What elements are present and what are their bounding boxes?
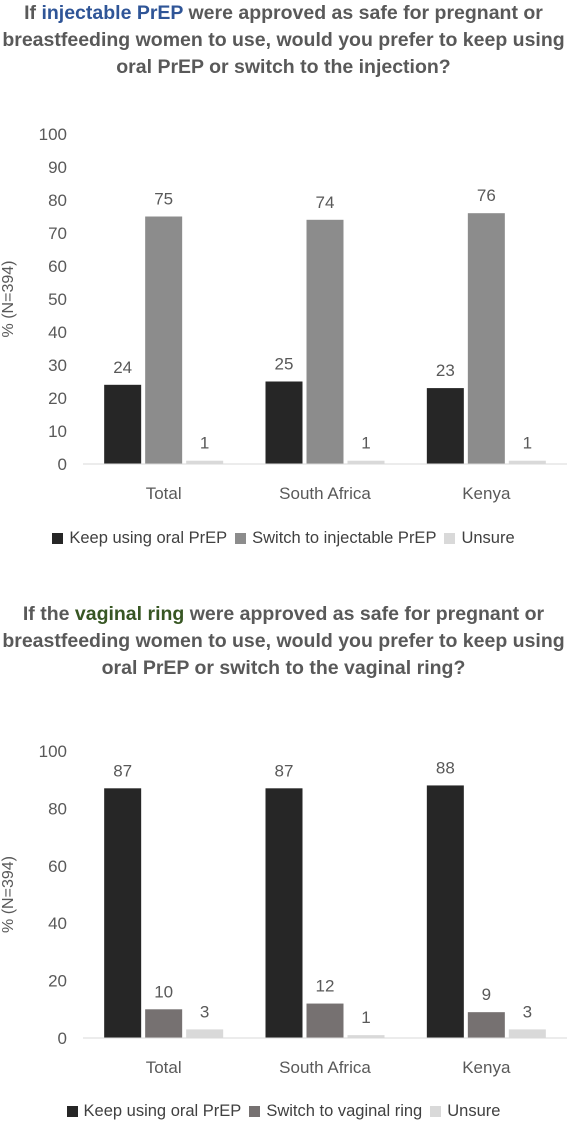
chart2-bar xyxy=(104,788,142,1038)
chart2-ytick-label: 40 xyxy=(48,914,67,933)
chart2-data-label: 9 xyxy=(482,985,491,1004)
chart1-ytick-label: 30 xyxy=(48,356,67,375)
chart2-data-label: 12 xyxy=(316,977,335,996)
chart2-legend-label-oral: Keep using oral PrEP xyxy=(83,1102,242,1120)
chart2-x-tick-label: Kenya xyxy=(462,1058,511,1077)
chart2-legend-label-ring: Switch to vaginal ring xyxy=(266,1102,423,1120)
chart2-data-label: 87 xyxy=(113,761,132,780)
chart2-bar xyxy=(186,1029,224,1038)
chart1-legend-label-unsure: Unsure xyxy=(461,529,515,547)
chart1-ytick-label: 80 xyxy=(48,191,67,210)
chart1-bar xyxy=(347,460,385,464)
chart1-legend-item-injectable: Switch to injectable PrEP xyxy=(235,529,436,548)
chart1-legend-label-oral: Keep using oral PrEP xyxy=(69,529,228,547)
chart2-title-highlight: vaginal ring xyxy=(74,603,185,625)
chart2-title-pre: If the xyxy=(22,603,75,625)
chart2-legend-item-oral: Keep using oral PrEP xyxy=(66,1102,242,1121)
chart1-y-axis-label: % (N=394) xyxy=(0,261,17,338)
chart2-bar xyxy=(306,1003,344,1038)
chart1-ytick-label: 70 xyxy=(48,224,67,243)
chart2-bar xyxy=(426,785,464,1038)
chart2-legend-swatch-ring xyxy=(249,1106,261,1117)
chart2-legend-item-ring: Switch to vaginal ring xyxy=(249,1102,422,1121)
chart1-ytick-label: 50 xyxy=(48,290,67,309)
chart2-bar xyxy=(145,1009,183,1038)
chart1-data-label: 24 xyxy=(113,358,132,377)
chart2-ytick-label: 0 xyxy=(58,1029,67,1048)
chart2-x-tick-label: South Africa xyxy=(279,1058,371,1077)
chart1-ytick-label: 100 xyxy=(39,125,67,144)
chart1-bar xyxy=(426,388,464,464)
chart2-bar xyxy=(347,1035,385,1038)
chart1-legend-item-oral: Keep using oral PrEP xyxy=(52,529,227,548)
chart1-title-pre: If xyxy=(24,2,42,24)
chart2-bar xyxy=(508,1029,546,1038)
chart1-data-label: 75 xyxy=(154,190,173,209)
chart2-legend-label-unsure: Unsure xyxy=(447,1102,501,1120)
chart1-ytick-label: 10 xyxy=(48,422,67,441)
chart2-legend-swatch-unsure xyxy=(430,1106,442,1117)
chart1-legend-swatch-oral xyxy=(52,533,64,544)
chart2-ytick-label: 60 xyxy=(48,857,67,876)
chart2-data-label: 87 xyxy=(275,761,294,780)
chart1-bar xyxy=(186,460,224,464)
chart2-bar xyxy=(467,1012,505,1038)
chart2-ytick-label: 20 xyxy=(48,972,67,991)
chart2-title-post: were approved as safe for pregnant or br… xyxy=(2,603,565,679)
chart2-data-label: 88 xyxy=(436,758,455,777)
chart1-ytick-label: 60 xyxy=(48,257,67,276)
chart1-data-label: 25 xyxy=(275,355,294,374)
chart1-data-label: 74 xyxy=(316,193,335,212)
chart1-x-tick-label: Total xyxy=(146,484,182,503)
chart1-x-tick-label: Kenya xyxy=(462,484,511,503)
chart2-legend-item-unsure: Unsure xyxy=(430,1102,500,1121)
chart1-title-highlight: injectable PrEP xyxy=(41,2,184,24)
chart1-data-label: 1 xyxy=(523,434,532,453)
chart1-ytick-label: 90 xyxy=(48,158,67,177)
chart2-x-tick-label: Total xyxy=(146,1058,182,1077)
chart1-legend-item-unsure: Unsure xyxy=(444,529,515,548)
chart1-data-label: 1 xyxy=(361,434,370,453)
chart1-ytick-label: 20 xyxy=(48,389,67,408)
chart1-x-tick-label: South Africa xyxy=(279,484,371,503)
chart1-data-label: 1 xyxy=(200,434,209,453)
chart1-bar xyxy=(104,384,142,464)
chart2-legend-swatch-oral xyxy=(66,1106,78,1117)
chart2-bar xyxy=(265,788,303,1038)
chart1-ytick-label: 0 xyxy=(58,455,67,474)
chart2-legend: Keep using oral PrEP Switch to vaginal r… xyxy=(0,1102,567,1121)
chart1-title: If injectable PrEP were approved as safe… xyxy=(0,0,567,81)
chart1-data-label: 76 xyxy=(477,186,496,205)
chart1-legend-label-injectable: Switch to injectable PrEP xyxy=(252,529,437,547)
chart2-y-axis-label: % (N=394) xyxy=(0,856,17,933)
chart1-ytick-label: 40 xyxy=(48,323,67,342)
chart2-data-label: 1 xyxy=(361,1008,370,1027)
chart1-bar xyxy=(145,216,183,464)
chart1-legend-swatch-injectable xyxy=(235,533,247,544)
chart1-bar xyxy=(306,219,344,464)
chart1-data-label: 23 xyxy=(436,361,455,380)
chart1-bar xyxy=(508,460,546,464)
chart1-bar xyxy=(265,381,303,464)
chart1-bar xyxy=(467,213,505,464)
chart1-title-post: were approved as safe for pregnant or br… xyxy=(2,2,565,78)
chart2-data-label: 3 xyxy=(523,1002,532,1021)
chart2-data-label: 3 xyxy=(200,1002,209,1021)
chart2-data-label: 10 xyxy=(154,982,173,1001)
chart2-title: If the vaginal ring were approved as saf… xyxy=(0,601,567,682)
chart1-legend-swatch-unsure xyxy=(444,533,456,544)
chart2-ytick-label: 80 xyxy=(48,799,67,818)
chart2-ytick-label: 100 xyxy=(39,742,67,761)
chart1-legend: Keep using oral PrEP Switch to injectabl… xyxy=(0,529,567,548)
